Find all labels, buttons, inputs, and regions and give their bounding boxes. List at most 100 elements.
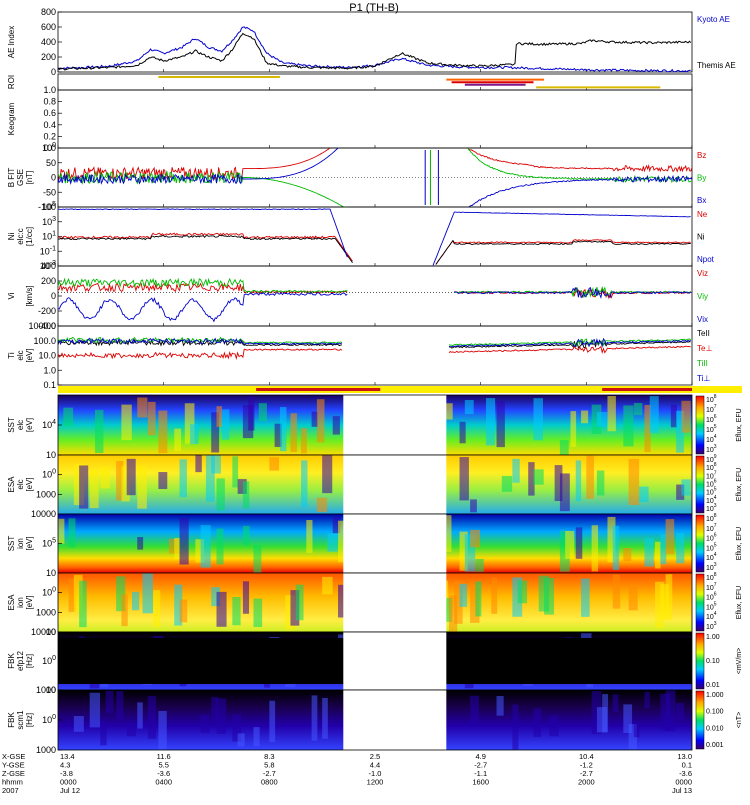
esa_e-y-axis: 10000 1000 100 10 ESA elc [eV] xyxy=(7,450,62,519)
vi-unit: [km/s] xyxy=(25,285,34,306)
ae-ytick-label: 0 xyxy=(51,67,56,77)
ti-legend-3: Ti⊥ xyxy=(697,374,710,383)
ti-legend-2: TiII xyxy=(697,359,708,368)
esa_i-streak xyxy=(517,580,528,604)
esa_i-cbar-tick: 108 xyxy=(706,572,717,582)
x-col-5-y: -1.2 xyxy=(580,761,593,770)
esa_e-cbar-tick: 106 xyxy=(706,479,717,489)
ni-series-1 xyxy=(435,239,691,265)
keogram-ytick-label: 0.0 xyxy=(43,143,56,153)
bfit-ytick-label: -50 xyxy=(43,187,56,197)
vi-legend-0: Viz xyxy=(697,269,708,278)
sst_e-streak xyxy=(596,411,608,427)
x-col-6-date: Jul 13 xyxy=(672,786,692,795)
fbk_b-streak xyxy=(105,690,114,714)
fbk_b-streak xyxy=(512,704,519,750)
fbk_b-streak xyxy=(470,695,479,726)
panel-stack: 0 200 400 600 800 AE Index Kyoto AE Themis AE RO… xyxy=(2,7,743,795)
sst_i-streak xyxy=(253,545,262,573)
sst_e-streak xyxy=(211,412,220,453)
fbk_b-data-gap xyxy=(343,690,447,750)
esa_i-streak xyxy=(322,576,333,595)
sst_e-streak xyxy=(158,410,168,454)
fbk_b-streak xyxy=(676,703,684,721)
fbk_e-cbar-tick: 1.00 xyxy=(706,634,720,641)
esa_i-streak xyxy=(295,584,304,621)
esa_i-streak xyxy=(475,581,482,617)
esa_i-ytick-label: 100 xyxy=(42,587,56,598)
sst_e-streak xyxy=(464,400,474,415)
keogram-ytick-label: 1.0 xyxy=(43,85,56,95)
ti-ytick-label: 1000.0 xyxy=(28,321,56,331)
ti-ytick-label: 1.0 xyxy=(43,365,56,375)
keogram-ytick-label: 0.4 xyxy=(43,120,56,130)
bfit-y-axis: -100 -50 0 50 100 B FIT GSE [nT] xyxy=(7,142,62,212)
fbk_b-streak xyxy=(137,702,143,729)
sst_i-streak xyxy=(470,529,480,548)
sst_i-streak xyxy=(475,558,484,572)
sst_e-streak xyxy=(216,406,223,427)
esa_i-cbar-tick: 105 xyxy=(706,601,717,611)
sst_i-cbar-tick: 106 xyxy=(706,533,717,543)
bfit-series-2 xyxy=(57,147,339,185)
esa_e-cbar-tick: 103 xyxy=(706,503,717,513)
ae-series-1 xyxy=(57,32,692,71)
x-col-2-z: -2.7 xyxy=(263,769,276,778)
sst_e-streak xyxy=(633,402,643,416)
vi-series-1 xyxy=(454,285,691,299)
esa_e-streak xyxy=(512,458,520,483)
esa_e-streak xyxy=(79,465,89,509)
sst_e-ylabel-2: elc xyxy=(16,420,25,430)
sst_e-streak xyxy=(121,404,132,441)
keogram-ylabel: Keogram xyxy=(7,102,16,135)
ni-series-1 xyxy=(57,235,353,263)
x-col-1-z: -3.6 xyxy=(157,769,170,778)
x-col-6-y: 0.1 xyxy=(682,761,692,770)
esa_e-streak xyxy=(232,456,239,488)
fbk_b-streak xyxy=(89,692,101,728)
sst_i-cbar-tick: 107 xyxy=(706,523,717,533)
fbk_e-data-gap xyxy=(343,632,447,690)
esa_e-streak xyxy=(269,457,280,471)
esa_i-streak xyxy=(116,576,126,612)
esa_e-cbar-tick: 108 xyxy=(706,462,717,472)
mode-bar-red-0 xyxy=(256,388,381,391)
x-col-4-x: 4.9 xyxy=(475,752,485,761)
fbk_e-ytick-label: 1000 xyxy=(36,685,56,695)
sst_e-streak xyxy=(274,423,282,447)
x-row-label-2: Z-GSE xyxy=(2,769,25,778)
sst_i-streak xyxy=(575,527,583,559)
esa_i-streak xyxy=(538,575,550,612)
fbk_b-streak xyxy=(644,691,650,709)
sst_i-y-axis: 105 SST ion [eV] xyxy=(7,536,62,551)
sst_e-cbar-tick: 106 xyxy=(706,414,717,424)
esa_e-cbar-tick: 107 xyxy=(706,470,717,480)
fbk_b-streak xyxy=(665,690,676,732)
keogram-ytick-label: 0.2 xyxy=(43,131,56,141)
ni-legend-1: Ni xyxy=(697,233,705,242)
keogram-frame xyxy=(57,89,693,149)
x-col-6-x: 13.0 xyxy=(677,752,692,761)
ae-ytick-label: 600 xyxy=(41,22,56,32)
esa_e-streak xyxy=(459,457,469,501)
sst_e-streak xyxy=(221,409,230,440)
sst_e-streak xyxy=(676,410,684,453)
sst_i-streak xyxy=(665,519,675,555)
fbk_b-streak xyxy=(253,727,260,747)
fbk_e-spectrogram: 1.00 0.10 0.01 <mV/m> xyxy=(57,631,743,691)
ti-series-3 xyxy=(448,337,691,348)
sst_i-streak xyxy=(623,548,632,562)
sst_i-streak xyxy=(676,533,685,564)
esa_e-streak xyxy=(501,475,513,492)
esa_i-streak xyxy=(179,599,188,623)
x-row-label-4: 2007 xyxy=(2,786,19,795)
ni-unit: [1/cc] xyxy=(25,227,34,246)
esa_i-streak xyxy=(131,591,140,611)
sst_e-streak xyxy=(581,410,589,424)
ni-series-0 xyxy=(435,239,691,265)
esa_e-streak xyxy=(559,473,570,512)
sst_e-streak xyxy=(681,400,691,433)
ae-ytick-label: 200 xyxy=(41,52,56,62)
ti-legend: TeII Te⊥ TiII Ti⊥ xyxy=(697,329,712,383)
